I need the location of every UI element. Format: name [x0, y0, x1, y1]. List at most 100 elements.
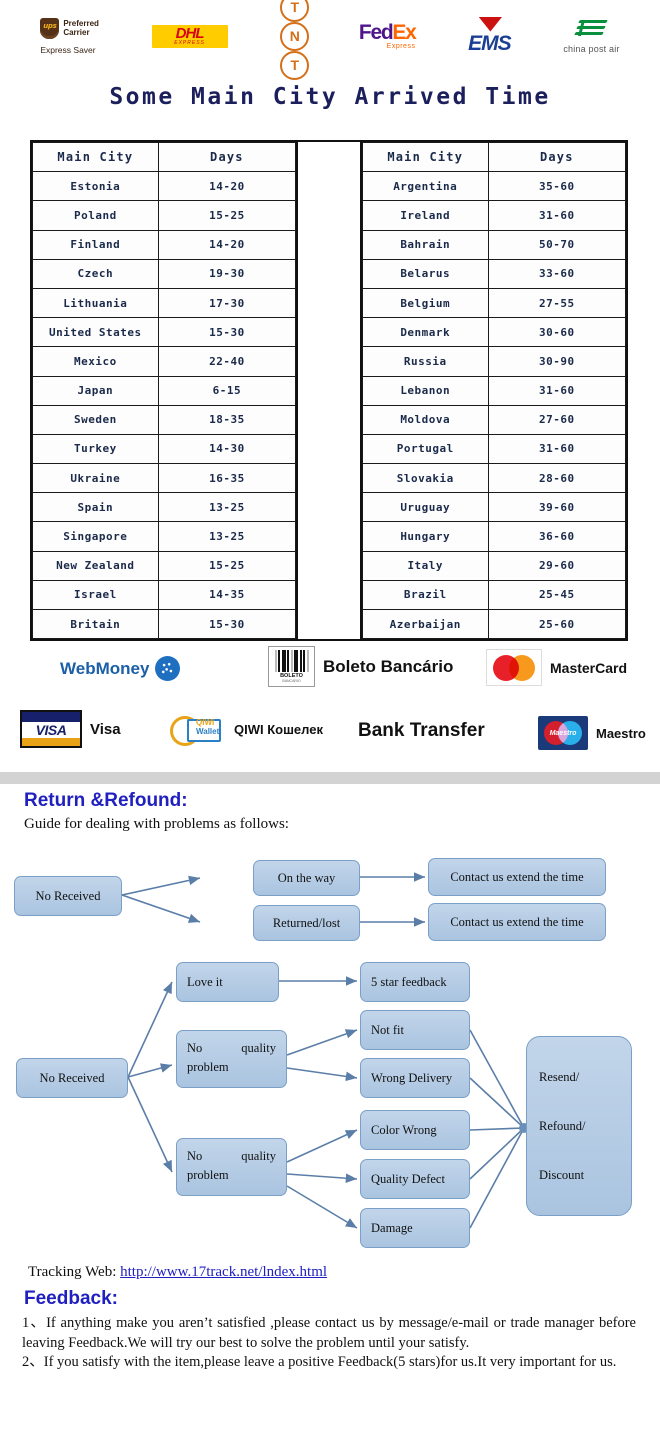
flowchart-no-received-shipping: No Received On the way Returned/lost Con…	[0, 850, 660, 950]
ems-wordmark: EMS	[468, 31, 512, 55]
table-row: Lithuania 17-30	[32, 287, 297, 319]
cell-city: New Zealand	[32, 550, 159, 581]
arrival-table-left: Main City Days Estonia 14-20 Poland 15-25 Finl…	[32, 141, 297, 640]
flow1-source-box[interactable]: No Received	[14, 876, 122, 916]
cell-city: Argentina	[361, 171, 489, 202]
cell-city: Estonia	[32, 171, 159, 202]
payment-methods: WebMoney BOLETO BANCARIO Boleto Bancário…	[0, 640, 660, 768]
flow2-level3-box-4[interactable]: Quality Defect	[360, 1159, 470, 1199]
cell-city: Hungary	[361, 521, 489, 552]
fedex-sub: Express	[386, 42, 416, 50]
cell-city: Ukraine	[32, 463, 159, 494]
cell-days: 6-15	[157, 375, 297, 406]
table-row: Ukraine 16-35	[32, 463, 297, 494]
table-row: Mexico 22-40	[32, 346, 297, 377]
return-refound-title: Return &Refound:	[24, 790, 188, 811]
cell-days: 27-55	[487, 287, 627, 319]
table-row: Slovakia 28-60	[361, 463, 627, 494]
table-row: Brazil 25-45	[361, 579, 627, 611]
qiwi-word-2: Wallet	[196, 727, 220, 736]
cell-city: Portugal	[361, 433, 489, 465]
table-row: Denmark 30-60	[361, 317, 627, 348]
flow2-result-line-1: Refound/	[539, 1118, 586, 1133]
cell-days: 31-60	[487, 433, 627, 465]
maestro-icon: Maestro	[538, 716, 588, 750]
cell-city: Spain	[32, 492, 159, 523]
mastercard-icon	[486, 649, 542, 686]
cell-city: Italy	[361, 550, 489, 581]
table-row: Estonia 14-20	[32, 171, 297, 202]
cell-days: 25-45	[487, 579, 627, 611]
cell-days: 14-20	[157, 229, 297, 260]
cell-city: Poland	[32, 200, 159, 231]
visa-card-icon: VISA	[20, 710, 82, 748]
table-row: Bahrain 50-70	[361, 229, 627, 260]
fedex-ex: Ex	[392, 20, 416, 44]
webmoney-label: WebMoney	[60, 658, 150, 678]
cell-days: 16-35	[157, 463, 297, 494]
section-separator	[0, 772, 660, 784]
table-row: Poland 15-25	[32, 200, 297, 231]
table-row: Moldova 27-60	[361, 404, 627, 435]
cell-days: 31-60	[487, 200, 627, 231]
flow1-mid-box-1[interactable]: Returned/lost	[253, 905, 360, 941]
flow2-result-box[interactable]: Resend/ Refound/ Discount	[526, 1036, 632, 1216]
flow2-level3-box-5[interactable]: Damage	[360, 1208, 470, 1248]
maestro-mark: Maestro	[549, 729, 577, 737]
flow2-level2-box-0[interactable]: Love it	[176, 962, 279, 1002]
table-row: Belarus 33-60	[361, 258, 627, 289]
payment-webmoney: WebMoney	[60, 656, 181, 681]
feedback-title: Feedback:	[24, 1288, 118, 1309]
flow2-level2-box-1[interactable]: No quality problem	[176, 1030, 287, 1088]
payment-maestro: Maestro Maestro	[538, 716, 646, 750]
tracking-link[interactable]: http://www.17track.net/lndex.html	[120, 1264, 328, 1280]
cell-days: 39-60	[487, 492, 627, 523]
table-header-row: Main City Days	[361, 141, 627, 173]
flow2-level3-box-1[interactable]: Not fit	[360, 1010, 470, 1050]
cell-days: 28-60	[487, 463, 627, 494]
cell-city: Belgium	[361, 287, 489, 319]
table-row: Spain 13-25	[32, 492, 297, 523]
flow1-mid-box-0[interactable]: On the way	[253, 860, 360, 896]
column-header-city: Main City	[32, 141, 159, 173]
flow2-level3-box-3[interactable]: Color Wrong	[360, 1110, 470, 1150]
table-row: Azerbaijan 25-60	[361, 608, 627, 640]
cell-city: Moldova	[361, 404, 489, 435]
fedex-fed: Fed	[358, 20, 394, 44]
cell-city: Britain	[32, 608, 159, 640]
qiwi-word-1: QIWI	[196, 718, 215, 727]
table-row: New Zealand 15-25	[32, 550, 297, 581]
cell-city: Lithuania	[32, 287, 159, 319]
cell-days: 33-60	[487, 258, 627, 289]
flow2-level3-box-0[interactable]: 5 star feedback	[360, 962, 470, 1002]
table-header-row: Main City Days	[32, 141, 297, 173]
mastercard-label: MasterCard	[550, 659, 628, 676]
flow2-level2-box-2[interactable]: No quality problem	[176, 1138, 287, 1196]
cell-days: 17-30	[157, 287, 297, 319]
cell-days: 29-60	[487, 550, 627, 581]
arrival-time-tables: Main City Days Estonia 14-20 Poland 15-25 Finl…	[30, 140, 628, 642]
cell-city: Czech	[32, 258, 159, 289]
cell-city: Sweden	[32, 404, 159, 435]
cell-days: 30-90	[487, 346, 627, 377]
column-header-days: Days	[487, 141, 627, 173]
flow2-source-box[interactable]: No Received	[16, 1058, 128, 1098]
dhl-sub: EXPRESS	[174, 39, 205, 46]
cell-city: Azerbaijan	[361, 608, 489, 640]
table-row: Sweden 18-35	[32, 404, 297, 435]
boleto-label: Boleto Bancário	[323, 656, 454, 676]
payment-boleto: BOLETO BANCARIO Boleto Bancário	[268, 646, 453, 687]
payment-bank-transfer: Bank Transfer	[358, 720, 485, 742]
cell-days: 15-30	[157, 317, 297, 348]
column-header-days: Days	[157, 141, 297, 173]
cell-days: 14-20	[157, 171, 297, 202]
flow1-end-box-0[interactable]: Contact us extend the time	[428, 858, 606, 896]
table-row: Belgium 27-55	[361, 287, 627, 319]
cell-days: 14-30	[157, 433, 297, 465]
flow2-level3-box-2[interactable]: Wrong Delivery	[360, 1058, 470, 1098]
cell-days: 36-60	[487, 521, 627, 552]
flow1-end-box-1[interactable]: Contact us extend the time	[428, 903, 606, 941]
arrival-table-right: Main City Days Argentina 35-60 Ireland 31-60 B…	[361, 141, 627, 640]
table-row: Portugal 31-60	[361, 433, 627, 465]
cell-city: Finland	[32, 229, 159, 260]
